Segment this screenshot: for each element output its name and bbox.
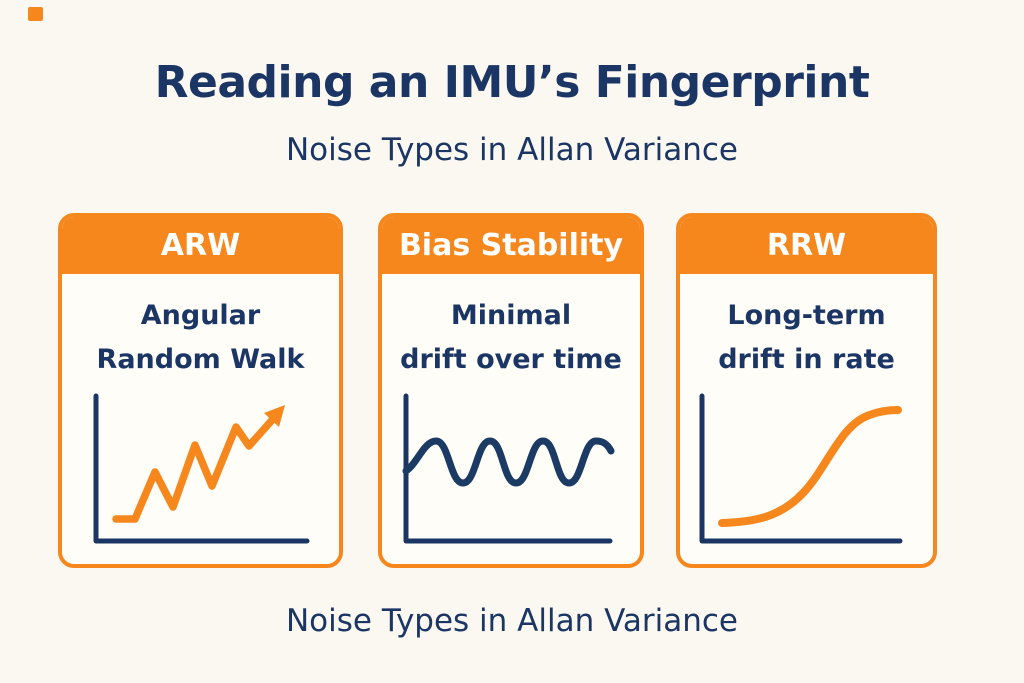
card-rrw-description: Long-term drift in rate <box>718 300 895 375</box>
footer-caption: Noise Types in Allan Variance <box>285 603 738 639</box>
sine-wave-icon <box>402 393 615 544</box>
card-bias-stability-description: Minimal drift over time <box>400 300 622 375</box>
card-rrw-header: RRW <box>680 217 933 274</box>
card-bias-stability: Bias Stability Minimal drift over time <box>378 213 644 568</box>
card-arw-description: Angular Random Walk <box>96 300 305 375</box>
arw-chart-axes <box>93 393 309 544</box>
page-title: Reading an IMU’s Fingerprint <box>154 57 870 108</box>
card-arw-header: ARW <box>62 217 339 274</box>
card-arw: ARW Angular Random Walk <box>58 213 343 568</box>
arw-zigzag-line <box>111 415 277 523</box>
card-rrw: RRW Long-term drift in rate <box>676 213 937 568</box>
card-bias-stability-header: Bias Stability <box>382 217 640 274</box>
bias-sine-wave-line <box>402 437 615 487</box>
rrw-chart-axes <box>699 393 902 544</box>
arw-arrowhead <box>263 405 285 427</box>
rising-zigzag-arrow-icon <box>93 393 309 544</box>
page-subtitle: Noise Types in Allan Variance <box>285 132 738 168</box>
rrw-s-curve-line <box>717 406 902 527</box>
bias-chart-axes <box>403 393 613 544</box>
s-curve-icon <box>699 393 902 544</box>
corner-accent-square <box>28 7 43 21</box>
